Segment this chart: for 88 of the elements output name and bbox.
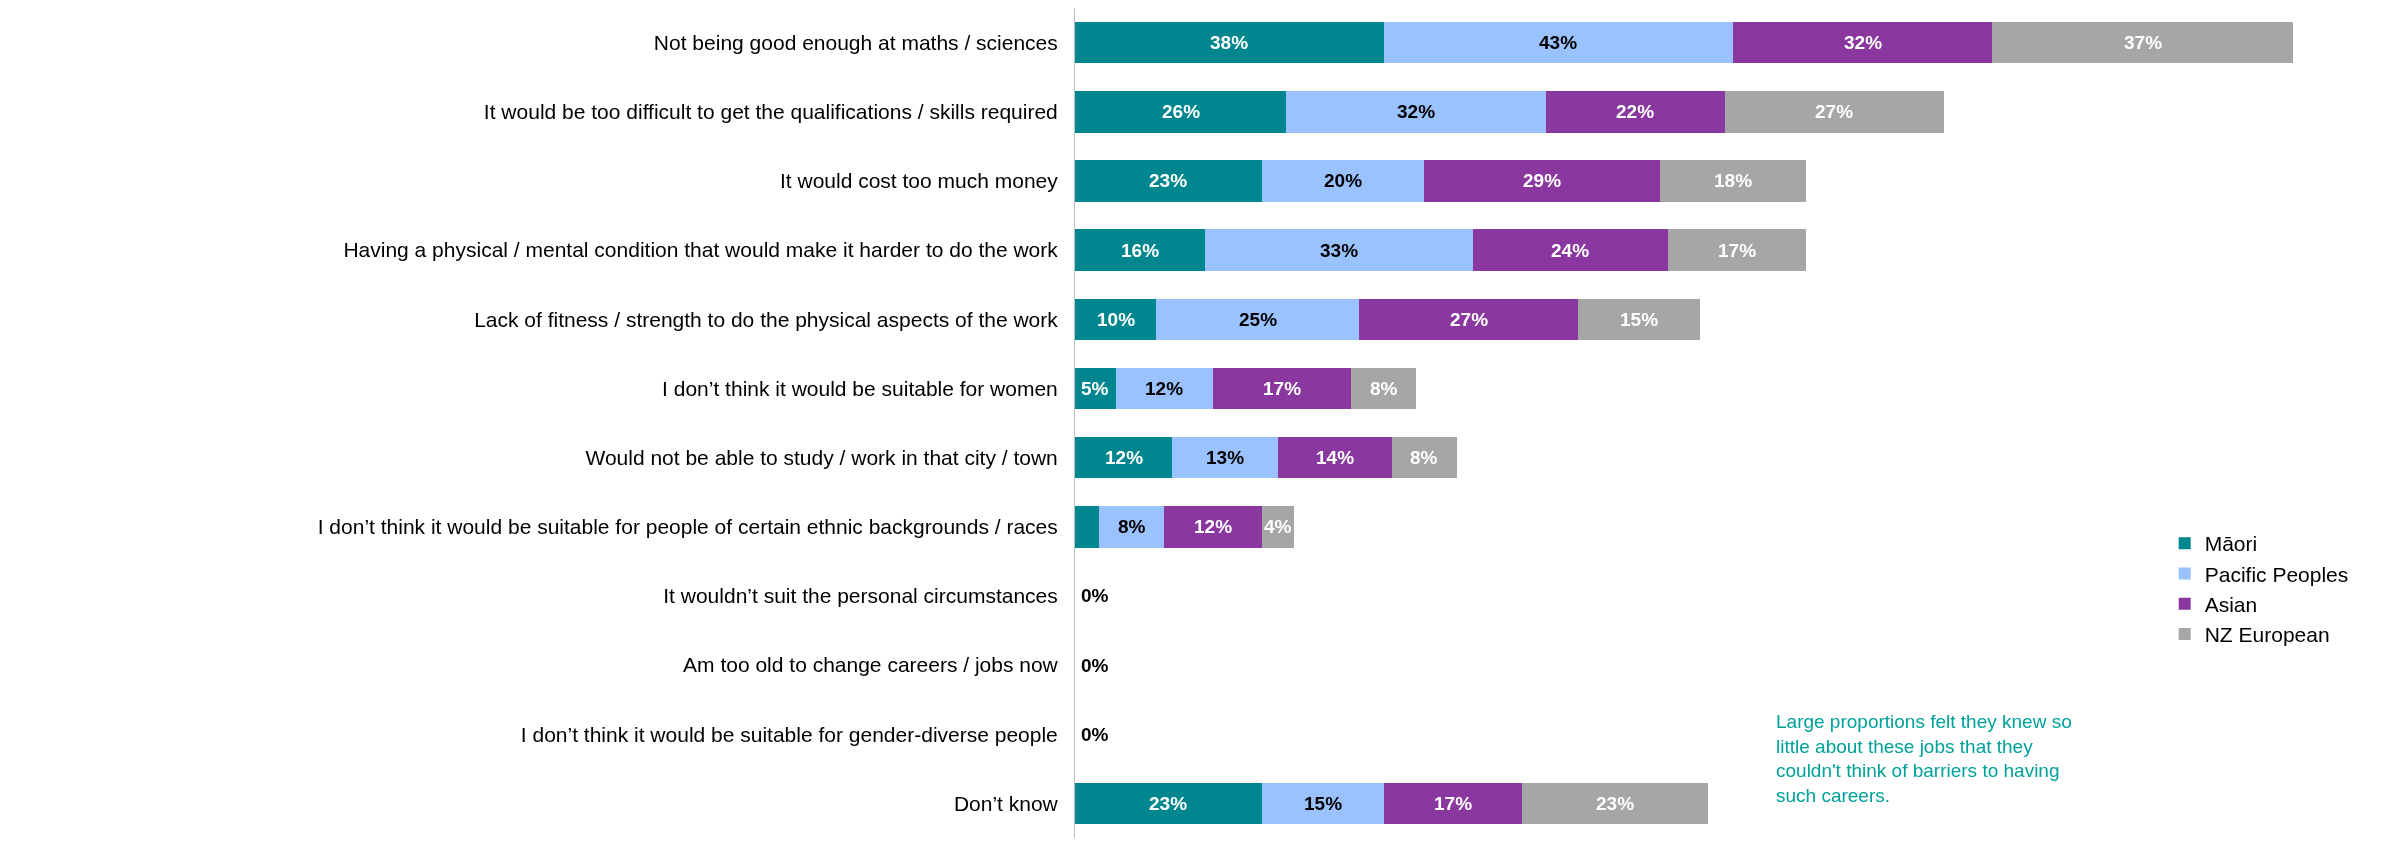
data-label: 23% [1596,793,1635,814]
data-label: 27% [1815,101,1854,122]
data-label: 4% [1264,516,1292,537]
y-tick-label: I don’t think it would be suitable for women [662,376,1058,400]
data-label: 33% [1320,240,1359,261]
bar [1391,436,1457,479]
bar [1075,436,1173,479]
annotation: Large proportions felt they knew so little about these jobs that they couldn't think of barriers to having such careers. [1776,711,2072,807]
legend-label: Pacific Peoples [2204,562,2349,586]
bar [1213,367,1352,410]
bar [1261,782,1384,825]
data-label: 8% [1370,378,1398,399]
data-label: 20% [1324,170,1363,191]
bar [1075,229,1205,271]
y-tick-label: Having a physical / mental condition that would make it harder to do the work [343,238,1059,262]
y-tick-label: It would cost too much money [779,169,1059,193]
data-label: 16% [1121,240,1160,261]
y-tick-label: Not being good enough at maths / sciences [653,30,1058,54]
data-label: 32% [1397,101,1436,122]
data-label: 0% [1081,724,1109,745]
bar [1521,782,1709,825]
data-label: 32% [1844,32,1883,53]
data-label: 10% [1097,309,1136,330]
data-label: 43% [1539,32,1578,53]
data-label: 27% [1450,309,1489,330]
bar [1578,298,1701,340]
data-label: 13% [1206,447,1245,468]
data-label: 29% [1523,170,1562,191]
bar [1075,160,1262,202]
bar [1472,229,1668,271]
bar [1724,91,1944,133]
data-label: 12% [1105,447,1144,468]
bar [1075,21,1384,64]
bar [1383,782,1522,825]
data-label: 22% [1616,101,1655,122]
bar [1075,506,1100,548]
bar [1545,91,1725,133]
y-tick-label: I don’t think it would be suitable for people of certain ethnic backgrounds / races [317,515,1058,539]
data-label: 17% [1263,378,1302,399]
data-label: 14% [1316,447,1355,468]
bar [1286,91,1546,133]
bar [1156,298,1360,340]
bar [1351,367,1417,410]
data-label: 8% [1118,516,1146,537]
legend-label: Asian [2204,592,2258,616]
data-label: 5% [1081,378,1109,399]
data-label: 15% [1620,309,1659,330]
bar [1424,160,1660,202]
y-tick-label: Would not be able to study / work in that city / town [585,445,1058,469]
data-label: 38% [1210,32,1249,53]
data-label: 23% [1149,793,1188,814]
bar [1992,21,2293,64]
data-label: 26% [1162,101,1201,122]
y-tick-label: I don’t think it would be suitable for gender-diverse people [520,722,1058,746]
bar [1359,298,1579,340]
data-label: 0% [1081,585,1109,606]
bar [1164,506,1262,548]
bar [1075,782,1262,825]
data-label: 17% [1434,793,1473,814]
bar [1172,436,1278,479]
bar [1204,229,1473,271]
y-tick-label: It would be too difficult to get the qualifications / skills required [483,100,1058,124]
bar [1261,160,1425,202]
bar [1732,21,1993,64]
data-label: 25% [1239,309,1278,330]
bar [1099,506,1165,548]
bar [1667,229,1806,271]
y-tick-label: It wouldn’t suit the personal circumstances [663,584,1058,608]
bar [1277,436,1392,479]
data-label: 0% [1081,655,1109,676]
y-tick-label: Don’t know [953,791,1059,815]
y-tick-label: Am too old to change careers / jobs now [683,653,1059,677]
data-label: 15% [1304,793,1343,814]
bar [1383,21,1733,64]
data-label: 12% [1145,378,1184,399]
bar [1115,367,1214,410]
legend-label: NZ European [2204,623,2330,647]
bar [1659,160,1806,202]
data-label: 12% [1194,516,1233,537]
bar [1075,91,1287,133]
legend-label: Māori [2204,532,2258,556]
data-label: 8% [1410,447,1438,468]
data-label: 37% [2124,32,2163,53]
data-label: 17% [1718,240,1757,261]
data-label: 18% [1714,170,1753,191]
y-tick-label: Lack of fitness / strength to do the physical aspects of the work [474,307,1059,331]
data-label: 23% [1149,170,1188,191]
data-label: 24% [1551,240,1590,261]
